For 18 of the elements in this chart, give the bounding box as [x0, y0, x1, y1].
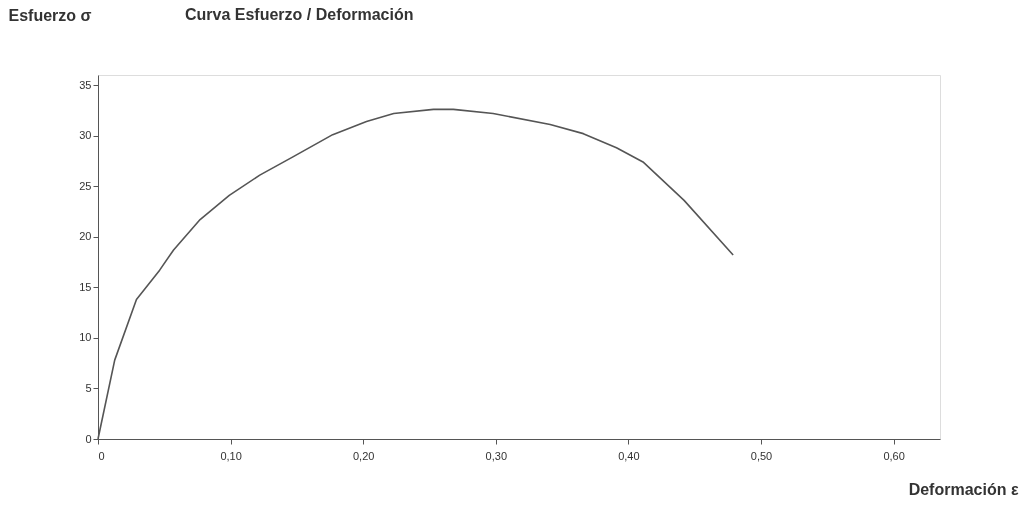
- x-tick-label: 0,40: [618, 449, 640, 462]
- x-tick-label: 0: [98, 449, 105, 462]
- x-axis-title: Deformación ε: [908, 480, 1019, 498]
- y-tick-label: 0: [85, 432, 92, 445]
- y-tick-label: 15: [79, 280, 92, 293]
- x-tick-label: 0,30: [485, 449, 508, 462]
- x-tick-label: 0,20: [352, 449, 375, 462]
- y-tick-label: 20: [79, 230, 92, 243]
- y-tick-label: 35: [79, 78, 92, 91]
- x-tick-label: 0,10: [220, 449, 242, 462]
- x-tick-label: 0,50: [750, 449, 773, 462]
- x-tick-label: 0,60: [883, 449, 905, 462]
- y-tick-label: 10: [79, 331, 92, 344]
- y-tick-label: 25: [79, 179, 92, 192]
- y-tick-label: 5: [85, 381, 92, 394]
- y-tick-label: 30: [79, 129, 92, 142]
- y-axis-title: Esfuerzo σ: [8, 6, 92, 24]
- chart-title: Curva Esfuerzo / Deformación: [185, 6, 414, 23]
